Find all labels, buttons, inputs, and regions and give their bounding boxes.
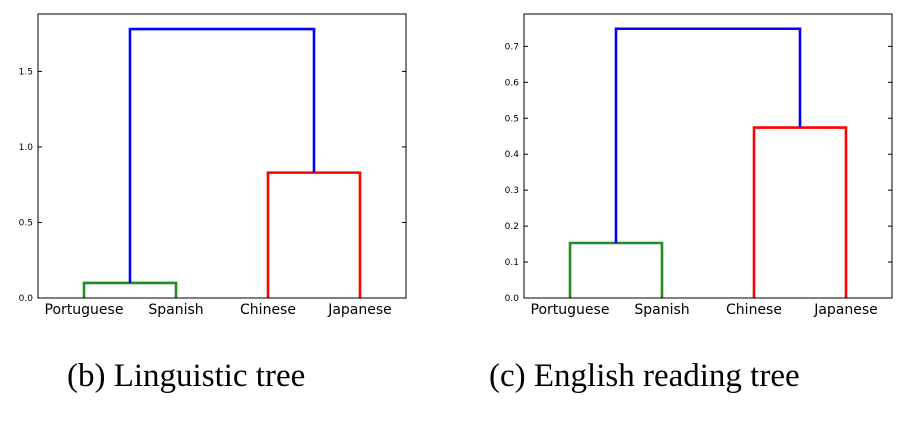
linguistic-tree-leaf-label: Japanese xyxy=(327,302,392,318)
linguistic-tree-ytick-label: 0.0 xyxy=(19,294,34,304)
english-reading-tree-link-0 xyxy=(568,241,664,298)
caption-linguistic-tree: (b) Linguistic tree xyxy=(67,358,306,394)
english-reading-tree-leaf-label: Chinese xyxy=(726,302,782,318)
english-reading-tree-leaf-label: Spanish xyxy=(634,302,689,318)
english-reading-tree-ytick-label: 0.0 xyxy=(505,294,520,304)
english-reading-tree-ytick-label: 0.2 xyxy=(505,222,519,232)
english-reading-tree-link-2 xyxy=(614,27,802,243)
english-reading-tree-ytick-label: 0.4 xyxy=(505,150,520,160)
english-reading-tree-ytick-label: 0.5 xyxy=(505,114,519,124)
linguistic-tree-ytick-label: 0.5 xyxy=(19,218,33,228)
linguistic-tree-leaf-label: Portuguese xyxy=(45,302,124,318)
linguistic-tree-leaf-label: Chinese xyxy=(240,302,296,318)
english-reading-tree-ytick-label: 0.3 xyxy=(505,186,519,196)
english-reading-tree-ytick-label: 0.1 xyxy=(505,258,519,268)
caption-english-reading-tree: (c) English reading tree xyxy=(489,358,800,394)
english-reading-tree-ytick-label: 0.6 xyxy=(505,78,520,88)
english-reading-tree-leaf-label: Portuguese xyxy=(531,302,610,318)
english-reading-tree-leaf-label: Japanese xyxy=(813,302,878,318)
english-reading-tree-ytick-label: 0.7 xyxy=(505,42,519,52)
linguistic-tree-ytick-label: 1.0 xyxy=(19,143,34,153)
english-reading-tree-link-1 xyxy=(752,126,848,298)
linguistic-tree-ytick-label: 1.5 xyxy=(19,67,33,77)
linguistic-tree-link-0 xyxy=(82,281,178,298)
english-reading-tree-axes-frame xyxy=(523,13,893,299)
linguistic-tree-leaf-label: Spanish xyxy=(148,302,203,318)
linguistic-tree-link-1 xyxy=(266,171,362,298)
linguistic-tree-axes-frame xyxy=(37,13,407,299)
linguistic-tree-link-2 xyxy=(128,27,316,283)
